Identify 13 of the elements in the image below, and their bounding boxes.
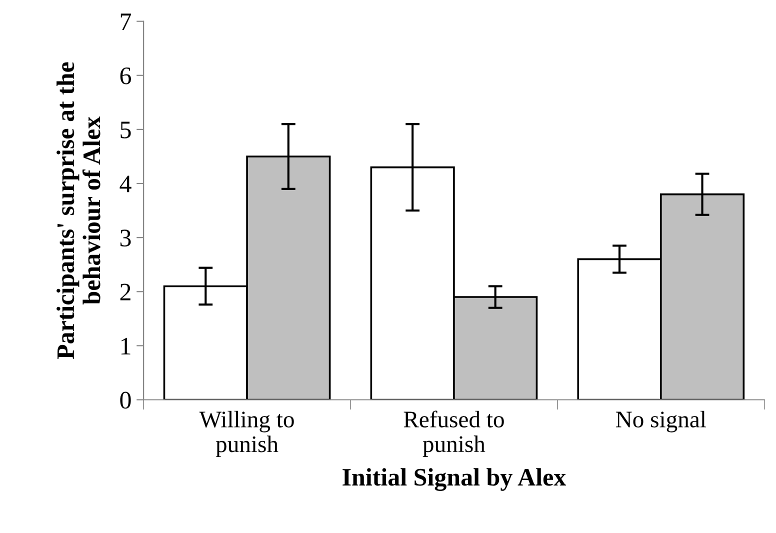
y-tick-label: 0 <box>120 392 131 409</box>
x-tick-label: Refused to punish <box>404 410 504 457</box>
y-tick-label: 3 <box>120 230 131 246</box>
y-tick-label: 1 <box>121 338 130 354</box>
y-tick-label: 4 <box>120 176 132 192</box>
x-axis-title: Initial Signal by Alex <box>342 468 566 492</box>
y-tick-label: 7 <box>120 14 132 30</box>
y-tick-label: 2 <box>120 284 130 300</box>
x-tick-label: No signal <box>616 410 706 432</box>
y-axis-title: Participants' surprise at the behaviour of Alex <box>56 62 100 360</box>
y-tick-label: 6 <box>120 68 132 84</box>
y-tick-label: 5 <box>120 122 131 138</box>
x-tick-label: Willing to punish <box>199 410 294 458</box>
